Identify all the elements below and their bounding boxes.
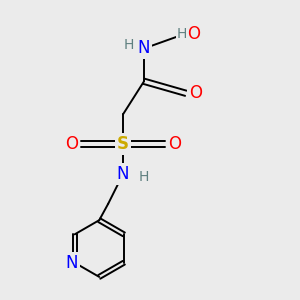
Text: H: H <box>177 26 187 40</box>
Text: N: N <box>138 40 150 58</box>
Text: O: O <box>168 135 181 153</box>
Text: O: O <box>189 84 202 102</box>
Text: O: O <box>65 135 78 153</box>
Text: O: O <box>187 25 200 43</box>
Text: N: N <box>65 254 78 272</box>
Text: H: H <box>139 170 149 184</box>
Text: S: S <box>117 135 129 153</box>
Text: H: H <box>124 38 134 52</box>
Text: N: N <box>117 165 129 183</box>
